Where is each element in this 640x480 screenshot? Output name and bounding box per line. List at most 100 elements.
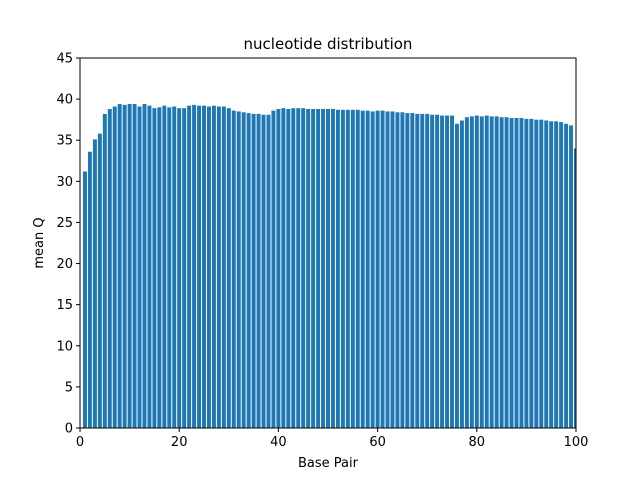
bar-26: [206, 106, 211, 428]
bar-69: [420, 113, 425, 428]
bar-59: [370, 111, 375, 428]
bar-60: [375, 110, 380, 429]
bar-61: [380, 110, 385, 429]
bar-12: [137, 106, 142, 428]
bar-74: [445, 115, 450, 428]
bar-48: [316, 108, 321, 428]
bar-34: [246, 113, 251, 428]
bar-83: [489, 116, 494, 428]
bar-56: [355, 109, 360, 429]
y-tick-label: 15: [56, 298, 73, 313]
x-tick-label: 60: [369, 435, 386, 450]
bar-2: [87, 151, 92, 429]
y-tick-label: 5: [65, 380, 73, 395]
bar-54: [345, 109, 350, 429]
bar-20: [177, 108, 182, 428]
bar-36: [256, 113, 261, 428]
bar-64: [395, 112, 400, 429]
bar-81: [479, 116, 484, 428]
bar-28: [216, 106, 221, 428]
bar-15: [152, 108, 157, 428]
chart-title: nucleotide distribution: [244, 35, 413, 53]
bar-93: [539, 119, 544, 429]
bar-84: [494, 116, 499, 428]
x-tick-label: 100: [564, 435, 589, 450]
bar-39: [271, 110, 276, 429]
y-tick-label: 45: [56, 52, 73, 67]
y-axis: 0 5 10 15 20 25 30 35 40 45: [56, 52, 80, 437]
bar-35: [251, 113, 256, 428]
bar-23: [192, 104, 197, 429]
plot-frame: [79, 57, 577, 429]
bar-66: [405, 113, 410, 428]
bar-13: [142, 104, 147, 428]
bar-57: [360, 110, 365, 429]
x-axis-label: Base Pair: [298, 456, 359, 471]
bar-27: [211, 105, 216, 428]
y-tick-label: 25: [56, 216, 73, 231]
bar-4: [97, 133, 102, 428]
bar-30: [226, 108, 231, 428]
bar-31: [231, 110, 236, 429]
bar-68: [415, 113, 420, 428]
bar-95: [549, 121, 554, 428]
bar-45: [301, 108, 306, 428]
bar-55: [350, 109, 355, 429]
bar-43: [291, 108, 296, 428]
bar-73: [440, 115, 445, 428]
bar-58: [365, 110, 370, 429]
bar-92: [534, 119, 539, 429]
bar-38: [266, 114, 271, 428]
bar-1: [82, 171, 87, 428]
bar-50: [326, 108, 330, 428]
bar-87: [509, 118, 514, 429]
bar-10: [127, 104, 132, 428]
bar-25: [202, 105, 206, 428]
bar-33: [241, 112, 246, 429]
bars-group: [82, 104, 576, 429]
bar-96: [554, 121, 559, 428]
bar-8: [117, 104, 122, 428]
bar-76: [454, 123, 459, 428]
y-tick-label: 35: [56, 134, 73, 149]
bar-88: [514, 118, 519, 429]
bar-67: [410, 113, 415, 428]
bar-42: [286, 108, 291, 428]
bar-98: [564, 123, 569, 428]
y-tick-label: 10: [56, 339, 73, 354]
bar-41: [281, 108, 286, 428]
y-tick-label: 20: [56, 257, 73, 272]
bar-100: [574, 148, 576, 428]
bar-91: [529, 118, 534, 428]
x-tick-label: 20: [171, 435, 188, 450]
y-axis-label: mean Q: [32, 217, 47, 268]
bar-9: [122, 104, 127, 429]
bar-6: [107, 108, 112, 428]
bar-72: [435, 114, 440, 428]
bar-32: [236, 111, 241, 428]
bar-70: [425, 113, 430, 428]
bar-62: [385, 111, 390, 428]
bar-78: [464, 117, 469, 428]
x-tick-label: 40: [270, 435, 287, 450]
bar-82: [484, 115, 489, 428]
bar-5: [102, 113, 107, 428]
bar-22: [187, 105, 192, 428]
bar-80: [474, 115, 479, 428]
bar-53: [340, 109, 345, 429]
bar-29: [221, 106, 226, 428]
x-axis: 0 20 40 60 80 100: [76, 428, 589, 450]
bar-16: [157, 107, 162, 428]
bar-63: [390, 111, 395, 428]
y-tick-label: 0: [65, 422, 73, 437]
bar-89: [519, 118, 524, 429]
bar-79: [469, 116, 474, 428]
bar-75: [450, 115, 454, 428]
bar-99: [569, 125, 574, 429]
bar-18: [167, 107, 172, 428]
bar-44: [296, 108, 301, 428]
bar-19: [172, 106, 177, 428]
bar-40: [276, 108, 281, 428]
bar-47: [311, 108, 316, 428]
bar-17: [162, 105, 167, 428]
